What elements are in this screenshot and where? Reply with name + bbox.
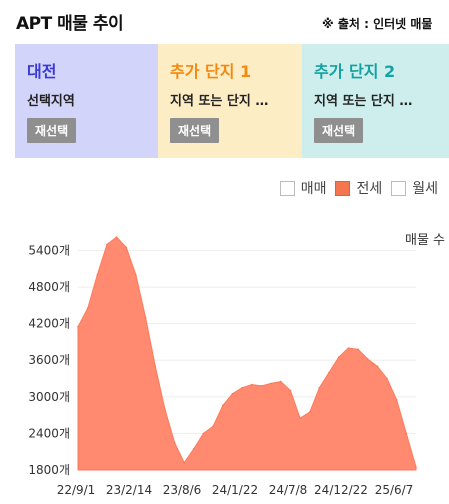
chart-legend: 매매 전세 월세 — [271, 178, 438, 198]
region-card-extra-1[interactable]: 추가 단지 1 지역 또는 단지 … 재선택 — [158, 44, 302, 158]
data-point — [77, 325, 79, 328]
data-point — [270, 382, 272, 385]
source-note: ※ 출처 : 인터넷 매물 — [322, 17, 433, 31]
data-point — [154, 365, 157, 368]
region-card-extra-2[interactable]: 추가 단지 2 지역 또는 단지 … 재선택 — [302, 44, 449, 158]
data-point — [395, 399, 398, 401]
data-point — [309, 411, 311, 413]
legend-item-jeonse[interactable]: 전세 — [335, 178, 382, 198]
x-tick-label: 24/1/22 — [212, 483, 258, 497]
reselect-button[interactable]: 재선택 — [314, 118, 364, 143]
x-tick-label: 22/9/1 — [57, 483, 96, 497]
data-point — [144, 316, 147, 319]
y-tick-label: 1800개 — [28, 463, 70, 477]
x-tick-label: 24/12/22 — [314, 483, 368, 497]
y-tick-label: 4800개 — [28, 280, 70, 294]
data-point — [125, 246, 128, 249]
x-tick-label: 24/7/8 — [269, 483, 308, 497]
data-point — [318, 386, 321, 389]
data-point — [386, 377, 388, 380]
page-title: APT 매물 추이 — [16, 14, 124, 34]
y-tick-label: 3000개 — [28, 390, 70, 404]
card-region: 선택지역 — [27, 94, 75, 109]
data-point — [96, 274, 99, 276]
data-point — [135, 274, 137, 276]
data-point — [173, 441, 176, 444]
region-card-daejeon[interactable]: 대전 선택지역 재선택 — [15, 44, 158, 158]
y-tick-label: 4200개 — [28, 317, 70, 331]
x-tick-label: 23/8/6 — [163, 483, 202, 497]
legend-label: 매매 — [300, 181, 327, 197]
data-point — [193, 447, 195, 450]
legend-item-sale[interactable]: 매매 — [279, 178, 327, 198]
data-point — [164, 408, 166, 410]
data-point — [106, 243, 108, 246]
data-point — [86, 307, 89, 310]
card-title: 추가 단지 1 — [170, 62, 252, 81]
card-region: 지역 또는 단지 … — [170, 94, 269, 109]
data-point — [415, 466, 417, 468]
area-series-jeonse — [77, 236, 417, 471]
listing-trend-chart: 1800개 2400개 3000개 3600개 4200개 4800개 5400개 매물 수 2… — [28, 233, 445, 497]
legend-label: 전세 — [356, 181, 383, 197]
card-region: 지역 또는 단지 … — [314, 94, 413, 109]
legend-item-monthly[interactable]: 월세 — [391, 178, 438, 198]
data-point — [337, 356, 340, 358]
data-point — [280, 380, 282, 383]
data-point — [299, 417, 301, 419]
y-tick-label: 2400개 — [28, 426, 70, 440]
data-point — [115, 236, 118, 238]
data-point — [328, 371, 330, 374]
data-point — [366, 358, 369, 360]
checkbox[interactable] — [279, 180, 295, 196]
y-tick-label: 5400개 — [28, 243, 70, 257]
reselect-button[interactable]: 재선택 — [170, 118, 220, 143]
data-point — [183, 461, 185, 464]
data-point — [289, 389, 292, 392]
data-point — [357, 348, 359, 351]
data-point — [222, 404, 224, 407]
legend-label: 월세 — [412, 181, 438, 197]
data-point — [231, 393, 234, 395]
data-point — [251, 383, 253, 386]
card-title: 추가 단지 2 — [314, 62, 396, 81]
y-axis-label: 매물 수 — [405, 233, 445, 248]
data-point — [241, 386, 243, 389]
data-point — [260, 385, 263, 387]
reselect-button[interactable]: 재선택 — [27, 118, 77, 143]
data-point — [376, 365, 379, 368]
data-point — [212, 425, 214, 427]
data-point — [347, 347, 350, 349]
data-point — [202, 432, 205, 435]
x-tick-label: 25/6/7 — [375, 483, 414, 497]
checkbox[interactable] — [335, 180, 351, 196]
checkbox[interactable] — [391, 180, 407, 196]
card-title: 대전 — [27, 62, 57, 81]
data-point — [405, 432, 408, 435]
region-cards: 대전 선택지역 재선택 추가 단지 1 지역 또는 단지 … 재선택 추가 단지… — [15, 44, 449, 158]
y-tick-label: 3600개 — [28, 353, 70, 367]
x-tick-label: 23/2/14 — [106, 483, 152, 497]
